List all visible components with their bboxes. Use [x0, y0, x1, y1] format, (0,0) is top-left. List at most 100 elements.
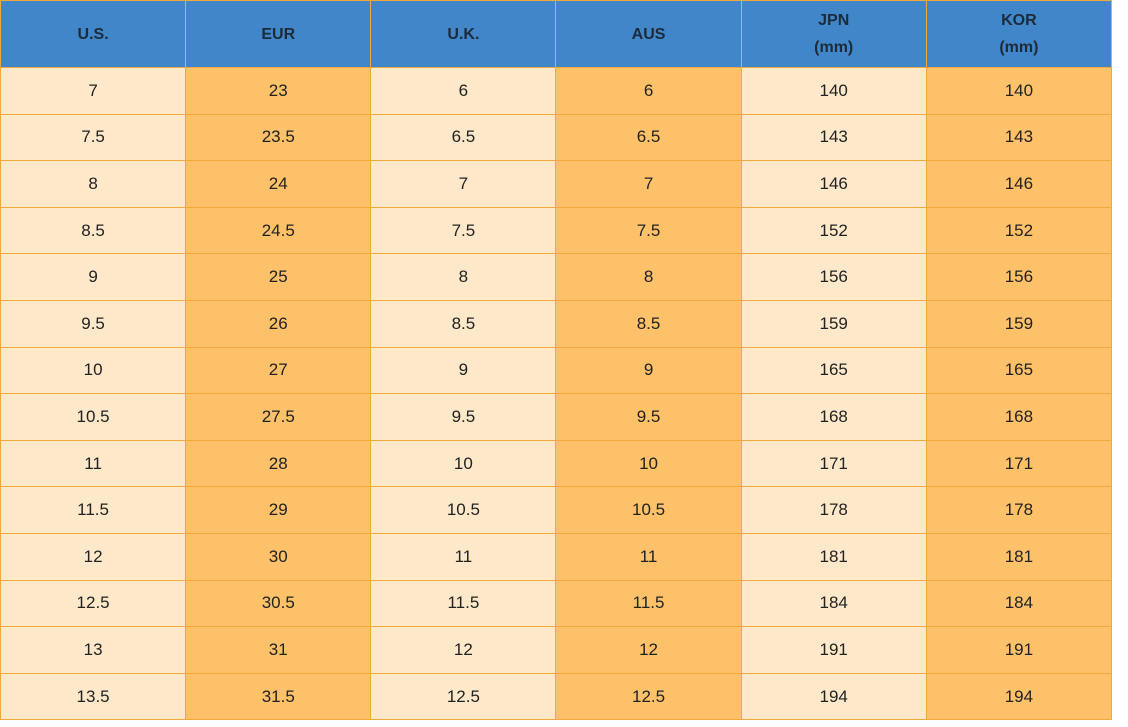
size-cell: 184 [740, 579, 927, 628]
size-cell: 12.5 [0, 579, 187, 628]
size-table: U.S. EUR U.K. AUS JPN (mm) KOR (mm) 7 23 6 6 140 1… [0, 0, 1113, 721]
size-cell: 152 [925, 206, 1113, 255]
size-cell: 191 [740, 626, 927, 674]
size-cell: 143 [740, 113, 927, 162]
size-cell: 152 [740, 206, 927, 255]
column-header: AUS [555, 0, 742, 68]
size-cell: 10.5 [555, 486, 742, 534]
table-row: 11 28 10 10 171 171 [0, 439, 1113, 488]
size-cell: 181 [740, 532, 927, 581]
size-cell: 8.5 [555, 299, 742, 348]
size-cell: 171 [925, 439, 1113, 488]
size-cell: 7 [0, 67, 187, 115]
size-cell: 194 [925, 672, 1113, 721]
size-cell: 7.5 [555, 206, 742, 255]
table-row: 8 24 7 7 146 146 [0, 160, 1113, 208]
size-cell: 168 [925, 393, 1113, 441]
size-cell: 9 [370, 346, 557, 395]
size-cell: 11 [0, 439, 187, 488]
size-cell: 171 [740, 439, 927, 488]
size-cell: 31 [185, 626, 372, 674]
size-cell: 168 [740, 393, 927, 441]
table-row: 9.5 26 8.5 8.5 159 159 [0, 299, 1113, 348]
size-cell: 8 [555, 253, 742, 301]
size-cell: 24.5 [185, 206, 372, 255]
size-cell: 156 [740, 253, 927, 301]
size-cell: 30.5 [185, 579, 372, 628]
size-cell: 13.5 [0, 672, 187, 721]
size-cell: 140 [925, 67, 1113, 115]
table-row: 12.5 30.5 11.5 11.5 184 184 [0, 579, 1113, 628]
size-cell: 8 [0, 160, 187, 208]
column-header: U.S. [0, 0, 187, 68]
table-row: 12 30 11 11 181 181 [0, 532, 1113, 581]
size-cell: 11.5 [370, 579, 557, 628]
size-cell: 11 [555, 532, 742, 581]
table-row: 7 23 6 6 140 140 [0, 67, 1113, 115]
size-cell: 12.5 [370, 672, 557, 721]
size-cell: 9.5 [370, 393, 557, 441]
size-cell: 6 [555, 67, 742, 115]
size-cell: 194 [740, 672, 927, 721]
column-header: KOR (mm) [925, 0, 1113, 68]
size-cell: 181 [925, 532, 1113, 581]
table-row: 9 25 8 8 156 156 [0, 253, 1113, 301]
size-cell: 8.5 [0, 206, 187, 255]
table-row: 8.5 24.5 7.5 7.5 152 152 [0, 206, 1113, 255]
size-cell: 28 [185, 439, 372, 488]
size-cell: 6.5 [555, 113, 742, 162]
size-cell: 191 [925, 626, 1113, 674]
size-cell: 159 [740, 299, 927, 348]
size-cell: 27 [185, 346, 372, 395]
table-row: 7.5 23.5 6.5 6.5 143 143 [0, 113, 1113, 162]
size-cell: 9.5 [0, 299, 187, 348]
header-row: U.S. EUR U.K. AUS JPN (mm) KOR (mm) [0, 0, 1113, 68]
size-cell: 11 [370, 532, 557, 581]
size-cell: 10.5 [370, 486, 557, 534]
size-cell: 10 [0, 346, 187, 395]
size-cell: 12 [370, 626, 557, 674]
size-cell: 159 [925, 299, 1113, 348]
size-cell: 12.5 [555, 672, 742, 721]
size-cell: 7 [555, 160, 742, 208]
size-cell: 7 [370, 160, 557, 208]
size-cell: 156 [925, 253, 1113, 301]
size-cell: 30 [185, 532, 372, 581]
size-cell: 10 [555, 439, 742, 488]
size-cell: 6.5 [370, 113, 557, 162]
size-cell: 165 [925, 346, 1113, 395]
size-cell: 146 [925, 160, 1113, 208]
size-cell: 140 [740, 67, 927, 115]
size-cell: 23.5 [185, 113, 372, 162]
size-cell: 178 [740, 486, 927, 534]
size-cell: 7.5 [0, 113, 187, 162]
size-cell: 146 [740, 160, 927, 208]
size-cell: 25 [185, 253, 372, 301]
size-cell: 8 [370, 253, 557, 301]
size-cell: 23 [185, 67, 372, 115]
table-row: 10 27 9 9 165 165 [0, 346, 1113, 395]
table-row: 10.5 27.5 9.5 9.5 168 168 [0, 393, 1113, 441]
size-cell: 9 [0, 253, 187, 301]
size-cell: 31.5 [185, 672, 372, 721]
size-cell: 29 [185, 486, 372, 534]
size-cell: 26 [185, 299, 372, 348]
size-cell: 10.5 [0, 393, 187, 441]
size-cell: 143 [925, 113, 1113, 162]
size-cell: 9.5 [555, 393, 742, 441]
size-cell: 7.5 [370, 206, 557, 255]
table-row: 13.5 31.5 12.5 12.5 194 194 [0, 672, 1113, 721]
size-cell: 8.5 [370, 299, 557, 348]
size-cell: 27.5 [185, 393, 372, 441]
table-body: 7 23 6 6 140 140 7.5 23.5 6.5 6.5 143 143 8 24 7 7 146 14… [0, 67, 1113, 721]
size-cell: 9 [555, 346, 742, 395]
size-cell: 12 [555, 626, 742, 674]
size-cell: 165 [740, 346, 927, 395]
table-row: 13 31 12 12 191 191 [0, 626, 1113, 674]
size-cell: 10 [370, 439, 557, 488]
size-cell: 6 [370, 67, 557, 115]
size-cell: 178 [925, 486, 1113, 534]
size-chart: U.S. EUR U.K. AUS JPN (mm) KOR (mm) 7 23 6 6 140 1… [0, 0, 1113, 721]
size-cell: 11.5 [555, 579, 742, 628]
